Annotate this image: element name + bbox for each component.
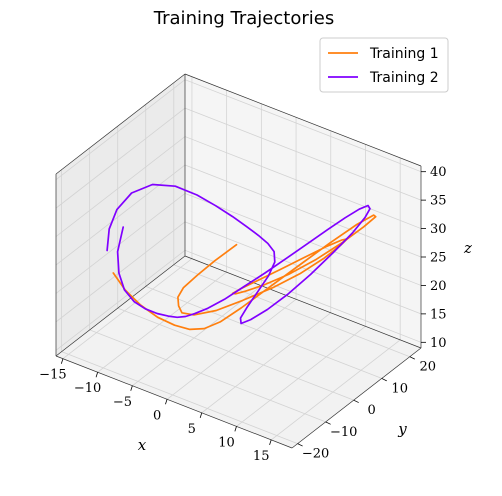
x-tick-mark [95,372,99,378]
z-tick-label: 20 [430,279,447,294]
x-tick-mark [269,439,272,446]
floor-left-edge [55,255,186,357]
legend-label-2: Training 2 [369,70,439,86]
z-tick-label: 35 [430,194,447,209]
z-tick-label: 25 [430,251,447,266]
left-top-edge [55,73,186,175]
z-grid-left [55,164,186,266]
x-grid-floor [201,312,332,414]
x-tick-mark [165,399,168,405]
x-tick-label: −5 [113,395,132,410]
y-grid-floor [145,286,382,379]
z-grid-back [184,136,422,229]
z-tick-label: 15 [430,307,447,322]
z-grid-left [55,249,186,351]
z-axis-label: z [463,239,472,257]
z-grid-left [55,107,186,209]
floor-pane [56,256,421,448]
x-grid-floor [166,298,297,400]
y-tick-mark [381,378,387,382]
y-grid-floor [61,351,298,445]
series-line-2 [106,183,371,325]
x-grid-floor [270,339,401,441]
x-axis-label: x [138,436,147,454]
chart-title: Training Trajectories [153,8,334,29]
z-grid-left [55,79,186,181]
z-grid-left [55,221,186,323]
series-lines [106,183,377,331]
z-grid-left [55,193,186,294]
y-axis-label: y [397,420,407,438]
y-tick-label: −10 [330,425,357,440]
axis-lines [55,73,422,449]
x-grid-floor [62,258,193,360]
x-tick-label: −15 [39,368,66,383]
tick-marks [60,171,426,447]
z-grid-back [184,79,422,173]
z-grid-back [184,164,422,258]
y-tick-label: 10 [391,381,408,396]
x-tick-label: 5 [188,422,196,437]
x-tick-mark [199,412,203,418]
back-top-edge [184,73,422,167]
y-tick-label: −20 [302,447,329,462]
z-grid-left [55,136,186,237]
floor-back-edge [184,255,422,349]
legend-label-1: Training 1 [369,46,439,62]
z-tick-label: 40 [430,165,447,180]
y-axis-line [291,347,422,449]
z-tick-label: 30 [430,222,447,237]
x-tick-mark [130,385,133,391]
y-tick-mark [325,421,331,425]
z-grid-back [184,107,422,201]
y-tick-mark [353,399,359,403]
x-axis-line [55,355,293,449]
y-grid-floor [117,307,354,401]
y-grid-floor [173,264,410,358]
y-tick-mark [297,443,303,447]
y-tick-mark [409,356,415,360]
x-tick-label: 15 [253,449,270,464]
x-grid-floor [236,326,366,427]
x-tick-label: 10 [218,435,235,450]
chart-legend: Training 1 Training 2 [319,37,449,93]
z-grid-back [184,221,422,315]
x-grid-floor [97,271,227,373]
legend-box [319,37,449,93]
z-grid-back [184,193,422,286]
z-grid-back [184,249,422,343]
axis-panes [56,74,421,448]
y-grid-floor [89,329,326,423]
grid-lines [55,76,422,445]
x-tick-mark [234,426,237,432]
z-tick-label: 10 [430,336,447,351]
x-tick-mark [60,358,64,364]
x-grid-floor [132,285,262,387]
x-tick-label: −10 [74,381,101,396]
y-tick-label: 20 [420,360,437,375]
y-tick-label: 0 [368,403,376,418]
x-tick-label: 0 [153,408,161,423]
